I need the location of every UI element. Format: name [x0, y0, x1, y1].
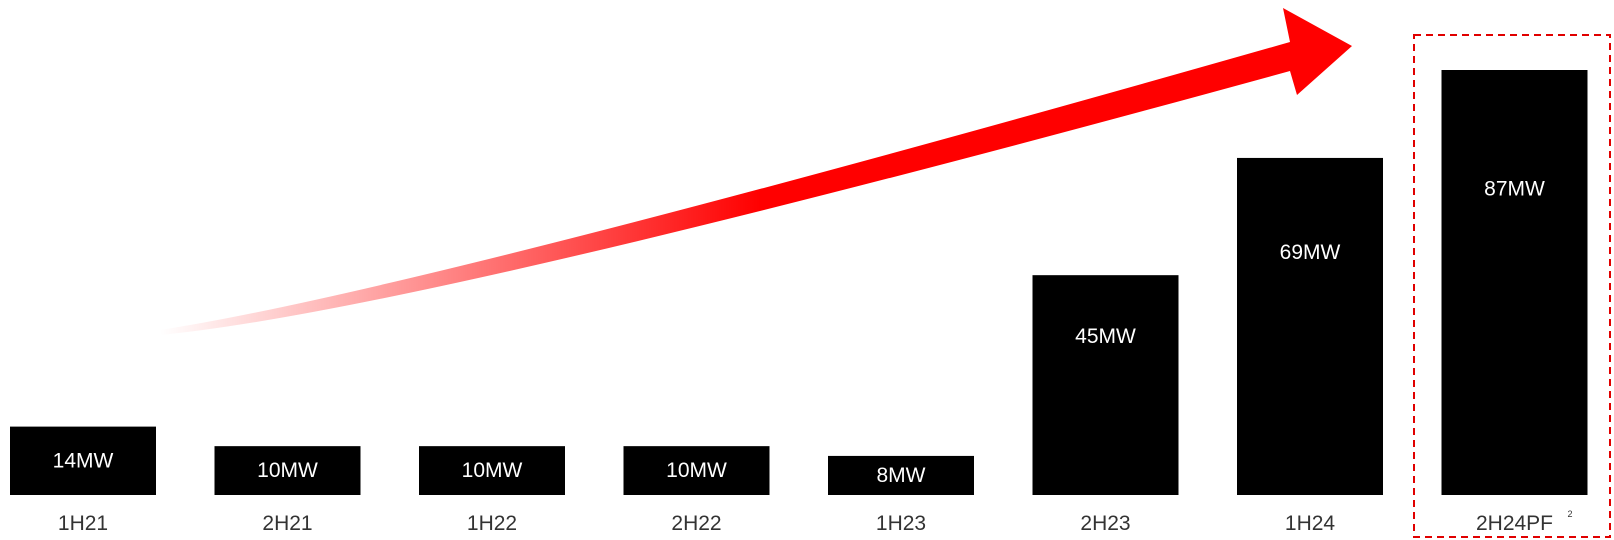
bar-2h21	[214, 446, 361, 495]
data-label-1h21: 14MW	[53, 449, 114, 472]
category-label-1h21: 1H21	[58, 512, 108, 535]
highlight-box	[1413, 34, 1611, 538]
labels-layer: 14MW 1H21 10MW 2H21 10MW 1H22 10MW 2H22 8MW 1H23 4…	[53, 178, 1573, 536]
footnote-marker: 2	[1568, 509, 1573, 519]
bar-1h22	[419, 446, 565, 495]
category-label-1h22: 1H22	[467, 512, 517, 535]
category-label-2h23: 2H23	[1080, 512, 1130, 535]
category-label-2h22: 2H22	[671, 512, 721, 535]
bar-1h21	[10, 426, 156, 495]
bar-2h22	[623, 446, 770, 495]
data-label-1h23: 8MW	[877, 464, 926, 487]
bars-layer	[10, 70, 1588, 495]
data-label-1h22: 10MW	[462, 459, 523, 482]
category-label-2h24pf: 2H24PF	[1476, 512, 1553, 535]
data-label-2h24pf: 87MW	[1484, 178, 1545, 201]
bar-2h24pf	[1441, 70, 1588, 495]
category-label-1h24: 1H24	[1285, 512, 1336, 535]
bar-2h23	[1032, 275, 1179, 495]
bar-1h23	[828, 455, 974, 495]
data-label-1h24: 69MW	[1280, 241, 1341, 264]
category-label-2h21: 2H21	[262, 512, 312, 535]
data-label-2h23: 45MW	[1075, 325, 1136, 348]
bar-1h24	[1237, 157, 1383, 495]
data-label-2h22: 10MW	[666, 459, 727, 482]
category-label-1h23: 1H23	[876, 512, 926, 535]
data-label-2h21: 10MW	[257, 459, 318, 482]
